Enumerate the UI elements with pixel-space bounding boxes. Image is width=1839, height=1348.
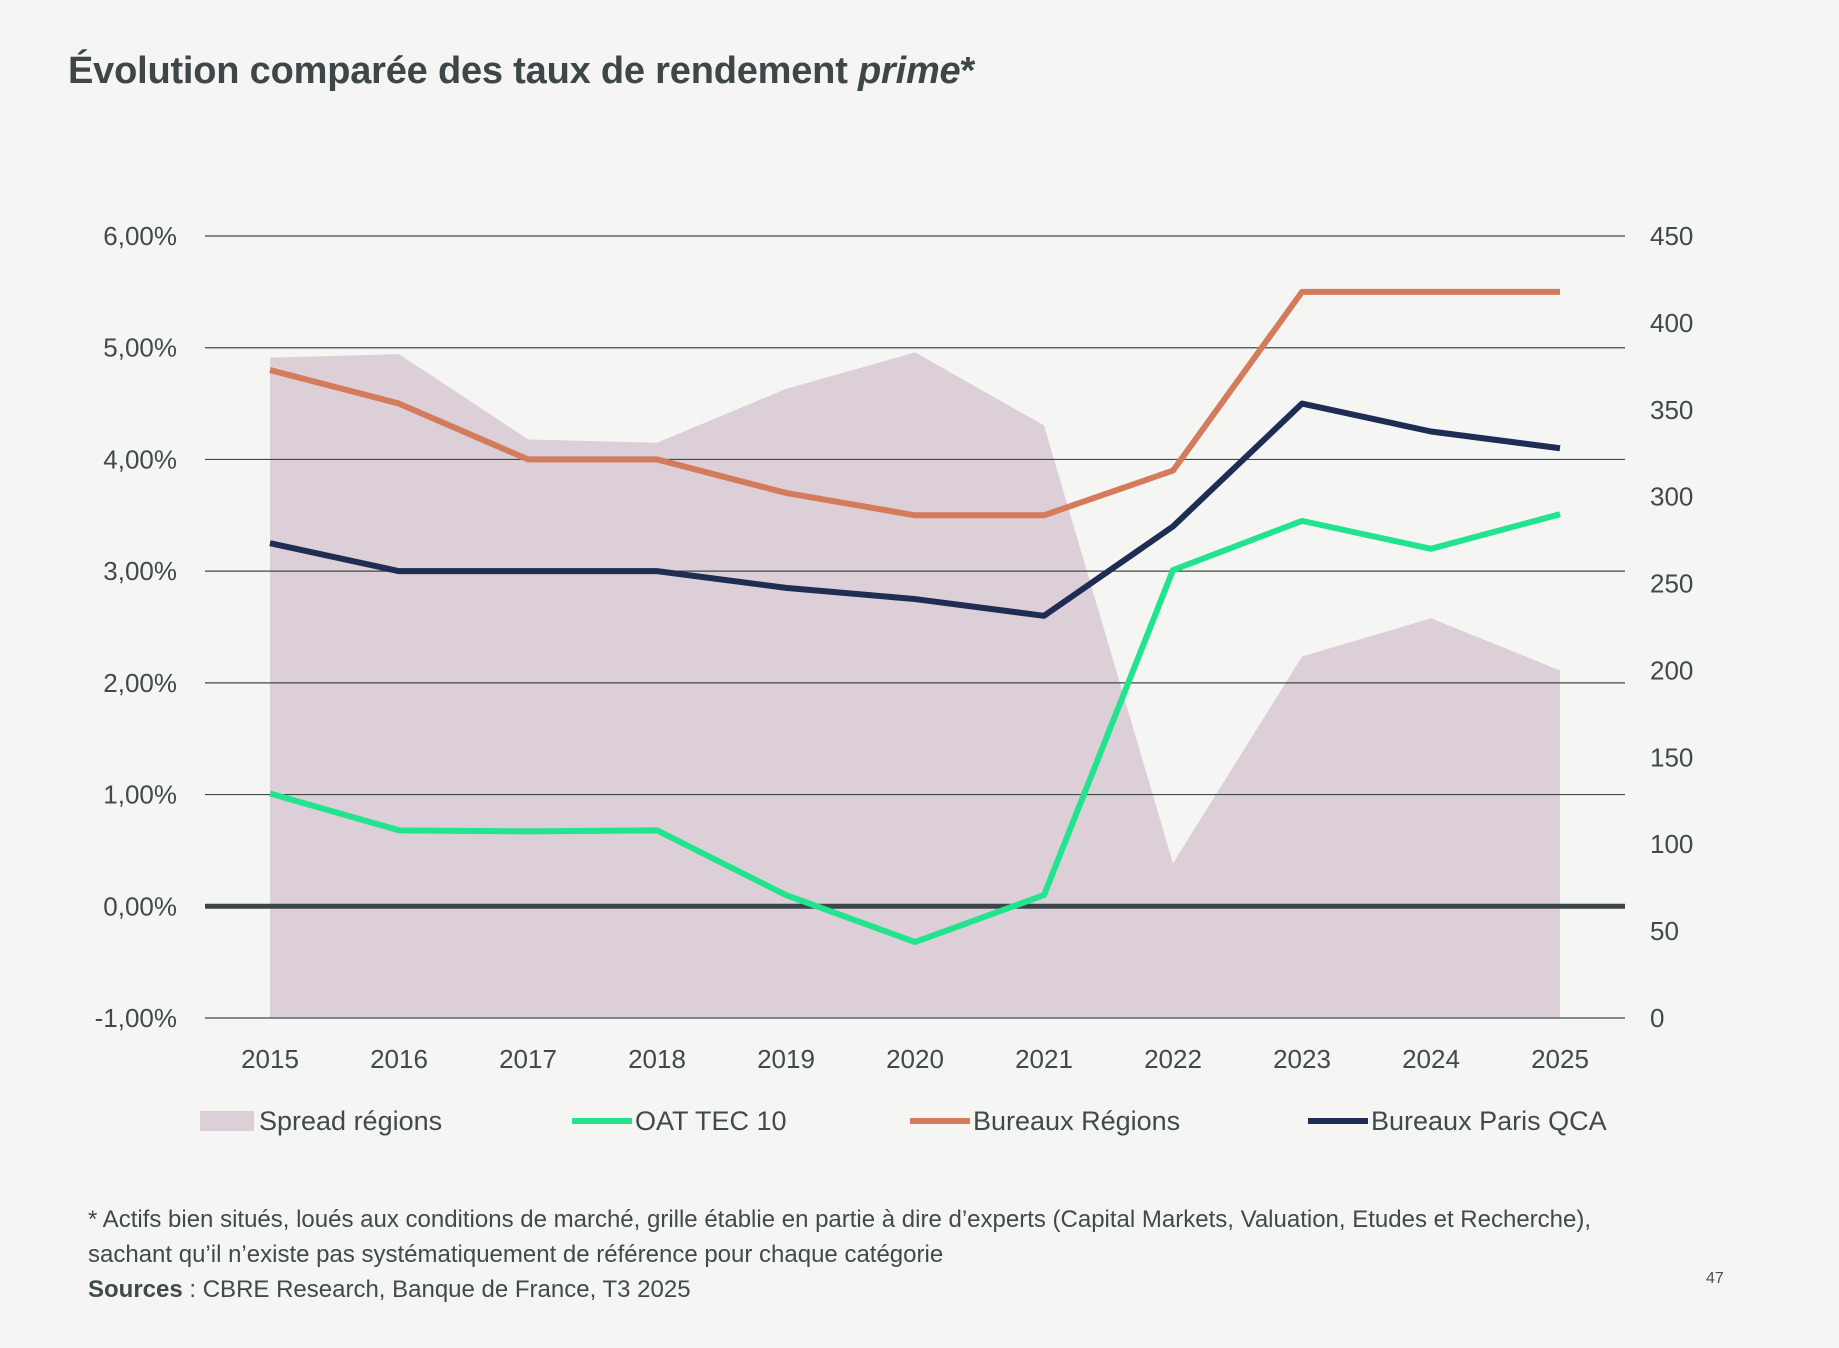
y-right-tick-label: 0 [1650,1003,1664,1033]
title-italic: prime [858,50,961,92]
x-tick-label: 2019 [757,1044,815,1074]
y-right-tick-label: 50 [1650,916,1679,946]
y-left-tick-label: 2,00% [103,668,177,698]
yield-chart: -1,00% 0,00% 1,00% 2,00% 3,00% 4,00% 5,00% 6,00… [95,221,1694,1136]
x-tick-label: 2022 [1144,1044,1202,1074]
y-left-tick-label: 4,00% [103,444,177,474]
x-tick-label: 2021 [1015,1044,1073,1074]
y-right-tick-label: 150 [1650,742,1693,772]
y-right-tick-label: 450 [1650,221,1693,251]
x-tick-label: 2017 [499,1044,557,1074]
x-tick-label: 2018 [628,1044,686,1074]
y-left-tick-label: 5,00% [103,333,177,363]
y-right-tick-label: 400 [1650,308,1693,338]
page-number: 47 [1706,1270,1724,1287]
series-line-bureaux-paris-qca [269,400,1561,619]
y-right-tick-label: 200 [1650,655,1693,685]
y-left-tick-label: 3,00% [103,556,177,586]
y-right-tick-label: 350 [1650,395,1693,425]
legend-label-spread-regions: Spread régions [259,1106,442,1136]
y-left-tick-label: 6,00% [103,221,177,251]
area-layer [270,352,1560,1018]
chart-title: Évolution comparée des taux de rendement… [68,50,975,93]
series-area-spread-regions [270,352,1560,1018]
x-tick-label: 2025 [1531,1044,1589,1074]
legend-label-oat-tec-10: OAT TEC 10 [635,1106,787,1136]
sources-line: Sources : CBRE Research, Banque de Franc… [88,1272,1728,1307]
y-left-tick-label: -1,00% [95,1003,177,1033]
x-tick-label: 2020 [886,1044,944,1074]
y-right-tick-label: 300 [1650,482,1693,512]
x-tick-label: 2023 [1273,1044,1331,1074]
legend: Spread régions OAT TEC 10 Bureaux Régions B… [200,1106,1607,1136]
footnote: * Actifs bien situés, loués aux conditio… [88,1202,1728,1307]
grid-layer [205,235,1625,1019]
x-tick-label: 2016 [370,1044,428,1074]
legend-swatch-spread-regions [200,1111,254,1131]
series-line-bureaux-regions [269,288,1560,519]
sources-label: Sources [88,1276,183,1303]
axis-layer: -1,00% 0,00% 1,00% 2,00% 3,00% 4,00% 5,00% 6,00… [95,221,1694,1074]
x-tick-label: 2015 [241,1044,299,1074]
legend-label-bureaux-regions: Bureaux Régions [973,1106,1180,1136]
x-tick-label: 2024 [1402,1044,1460,1074]
title-suffix: * [960,50,976,92]
series-line-oat-tec-10 [269,511,1561,946]
y-left-tick-label: 1,00% [103,780,177,810]
footnote-line-1: * Actifs bien situés, loués aux conditio… [88,1206,1592,1233]
legend-label-bureaux-paris-qca: Bureaux Paris QCA [1371,1106,1607,1136]
y-right-tick-label: 250 [1650,569,1693,599]
title-main: Évolution comparée des taux de rendement [68,50,859,92]
lines-layer [269,288,1561,946]
footnote-line-2: sachant qu’il n’existe pas systématiquem… [88,1241,944,1268]
sources-text: : CBRE Research, Banque de France, T3 20… [182,1276,691,1303]
y-right-tick-label: 100 [1650,829,1693,859]
y-left-tick-label: 0,00% [103,891,177,921]
